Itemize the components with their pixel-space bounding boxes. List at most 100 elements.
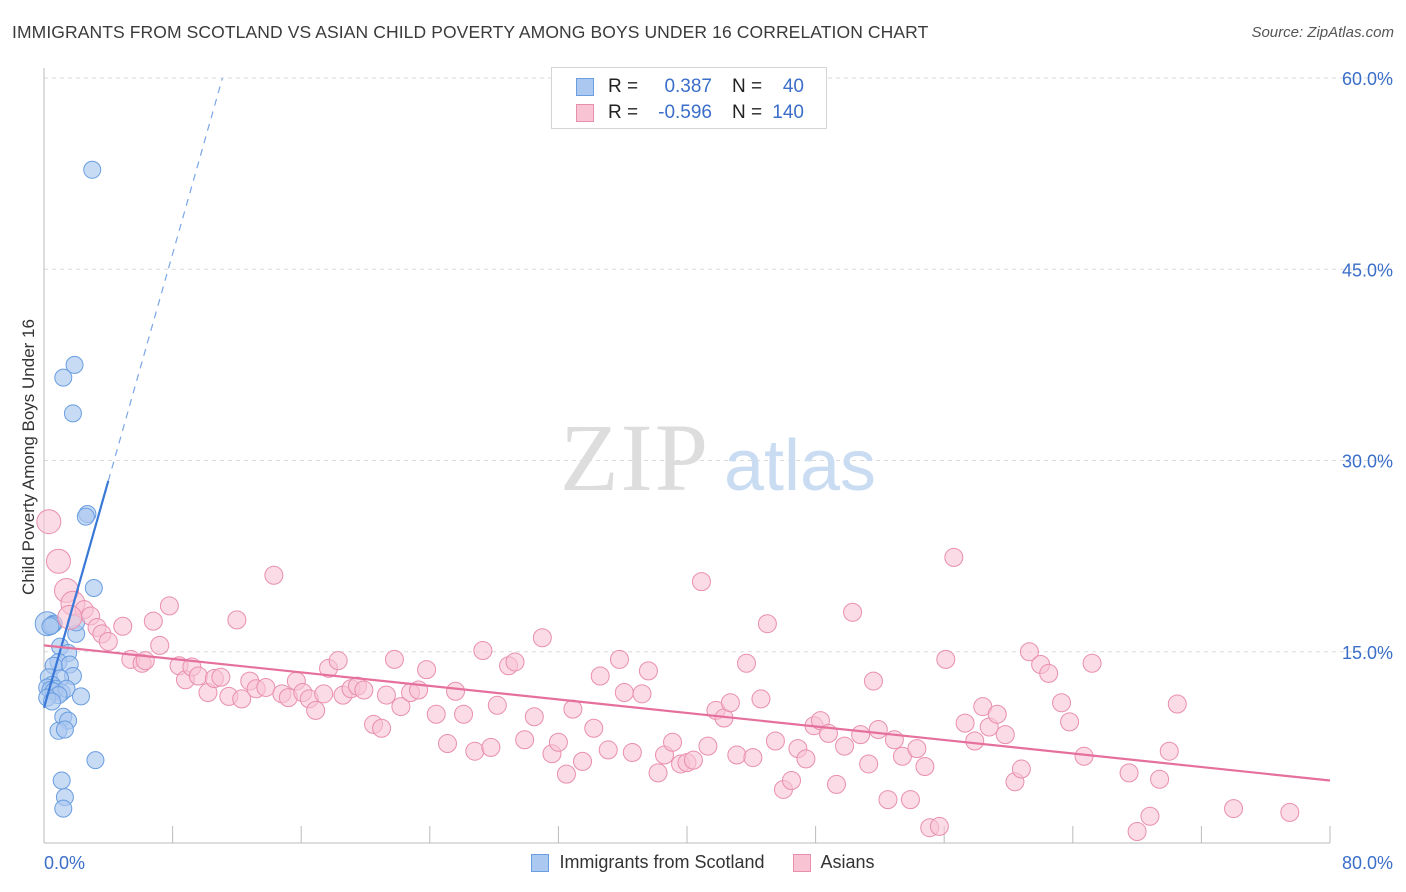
asians-point [1167, 694, 1187, 714]
asians-point [426, 704, 446, 724]
legend-label-scotland: Immigrants from Scotland [559, 852, 765, 872]
asians-point [98, 632, 118, 652]
asians-point [532, 628, 552, 648]
watermark-atlas: atlas [724, 426, 876, 506]
asians-point [936, 649, 956, 669]
asians-point [573, 751, 593, 771]
asians-point [113, 616, 133, 636]
y-tick-label: 45.0% [1342, 260, 1393, 280]
asians-point [391, 697, 411, 717]
asians-point [1052, 693, 1072, 713]
scotland-point [76, 507, 95, 526]
asians-point [683, 750, 703, 770]
asians-point [900, 790, 920, 810]
legend-n-value: 40 [782, 76, 804, 97]
asians-point [835, 736, 855, 756]
asians-point [622, 742, 642, 762]
asians-point [614, 683, 634, 703]
asians-point [505, 652, 525, 672]
asians-point [454, 704, 474, 724]
legend-item-scotland[interactable]: Immigrants from Scotland [531, 852, 765, 873]
asians-point [843, 602, 863, 622]
legend-r-label: R = [608, 76, 639, 97]
asians-point [796, 749, 816, 769]
asians-point [563, 699, 583, 719]
asians-point [663, 732, 683, 752]
legend-swatch-scotland [576, 78, 594, 96]
asians-point [159, 596, 179, 616]
asians-point [211, 667, 231, 687]
scotland-point [55, 720, 74, 739]
asians-point [1039, 663, 1059, 683]
watermark-zip: ZIP [560, 404, 710, 511]
asians-point [1119, 763, 1139, 783]
asians-point [878, 790, 898, 810]
asians-point [944, 547, 964, 567]
tick-labels: 15.0% 30.0% 45.0% 60.0% 0.0% 80.0% [44, 69, 1393, 873]
scotland-point [41, 617, 60, 636]
axes [43, 68, 1331, 844]
asians-point [929, 816, 949, 836]
asians-point [727, 745, 747, 765]
asians-point [314, 684, 334, 704]
asians-point [1060, 712, 1080, 732]
x-tick-label: 0.0% [44, 853, 85, 873]
asians-point [757, 614, 777, 634]
asians-point [781, 771, 801, 791]
asians-point [524, 707, 544, 727]
series-legend: Immigrants from Scotland Asians [0, 852, 1406, 873]
asians-point [1150, 769, 1170, 789]
asians-point [859, 754, 879, 774]
scotland-point [63, 404, 82, 423]
legend-swatch-scotland [531, 853, 550, 872]
asians-point [384, 649, 404, 669]
series-scotland-points [34, 160, 105, 818]
y-tick-label: 60.0% [1342, 69, 1393, 89]
asians-point [376, 685, 396, 705]
asians-point [328, 651, 348, 671]
asians-point [256, 677, 276, 697]
legend-swatch-asians [792, 853, 811, 872]
legend-r-label: R = [608, 102, 639, 123]
legend-item-asians[interactable]: Asians [792, 852, 875, 873]
asians-point [863, 671, 883, 691]
y-tick-label: 30.0% [1342, 452, 1393, 472]
asians-point [1011, 759, 1031, 779]
series-asians-points [36, 509, 1300, 842]
asians-point [955, 713, 975, 733]
legend-n-label: N = [732, 102, 763, 123]
trend-lines [42, 77, 1331, 782]
scotland-point [86, 751, 105, 770]
chart-title: IMMIGRANTS FROM SCOTLAND VS ASIAN CHILD … [12, 22, 929, 42]
asians-point [995, 725, 1015, 745]
legend-r-value: 0.387 [664, 76, 712, 97]
asians-point [417, 660, 437, 680]
asians-point [548, 732, 568, 752]
scotland-point [54, 368, 73, 387]
asians-point [143, 611, 163, 631]
legend-row-asians: R = -0.596 N = 140 [576, 101, 804, 125]
asians-point [915, 757, 935, 776]
asians-trend-line [43, 644, 1331, 782]
asians-point [437, 734, 457, 754]
scotland-point [71, 687, 90, 706]
asians-point [150, 635, 170, 655]
correlation-legend: R = 0.387 N = 40 R = -0.596 N = 140 [551, 67, 827, 129]
asians-point [1280, 802, 1300, 822]
legend-n-value: 140 [772, 102, 804, 123]
asians-point [598, 740, 618, 760]
legend-row-scotland: R = 0.387 N = 40 [576, 75, 804, 99]
asians-point [306, 700, 326, 720]
asians-point [868, 720, 888, 740]
asians-point [1127, 822, 1147, 842]
scotland-point [54, 799, 73, 818]
watermark: ZIP atlas [560, 404, 876, 511]
legend-r-value: -0.596 [658, 102, 712, 123]
asians-point [45, 548, 71, 574]
asians-point [1159, 741, 1179, 761]
scotland-point [65, 355, 84, 374]
asians-point [354, 680, 374, 700]
grid-lines [44, 77, 1392, 653]
asians-point [446, 681, 466, 701]
asians-point [826, 774, 846, 794]
